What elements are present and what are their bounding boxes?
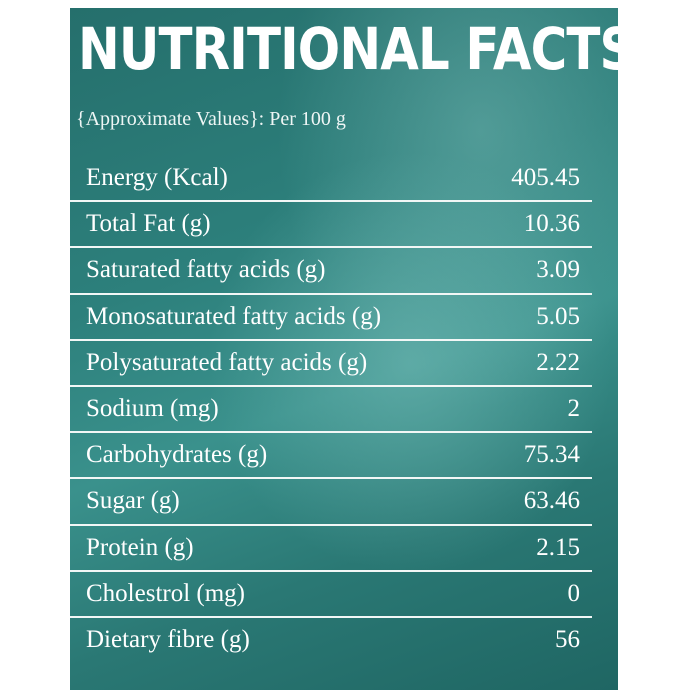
- nutrient-value: 2.15: [536, 533, 580, 561]
- nutrient-value: 2: [567, 394, 581, 422]
- nutrient-label: Cholestrol (mg): [86, 579, 246, 607]
- table-row: Energy (Kcal) 405.45: [70, 156, 592, 203]
- nutrient-label: Sodium (mg): [86, 394, 219, 422]
- nutrient-label: Protein (g): [86, 533, 194, 561]
- nutrient-label: Saturated fatty acids (g): [86, 256, 326, 284]
- nutrient-label: Polysaturated fatty acids (g): [86, 348, 368, 376]
- panel-subtitle: {Approximate Values}: Per 100 g: [76, 108, 346, 130]
- table-row: Sodium (mg) 2: [70, 387, 592, 434]
- nutrient-label: Sugar (g): [86, 487, 180, 515]
- nutrient-value: 10.36: [523, 210, 580, 238]
- nutrient-value: 5.05: [536, 302, 580, 330]
- nutrient-value: 2.22: [536, 348, 580, 376]
- table-row: Protein (g) 2.15: [70, 526, 592, 572]
- nutrient-value: 63.46: [523, 487, 580, 515]
- table-row: Saturated fatty acids (g) 3.09: [70, 248, 592, 295]
- table-row: Polysaturated fatty acids (g) 2.22: [70, 341, 592, 387]
- nutrient-value: 3.09: [536, 256, 580, 284]
- table-row: Carbohydrates (g) 75.34: [70, 433, 592, 480]
- nutrient-label: Energy (Kcal): [86, 164, 228, 191]
- nutrient-value: 56: [555, 625, 580, 653]
- table-row: Cholestrol (mg) 0: [70, 572, 592, 618]
- nutrition-facts-panel: NUTRITIONAL FACTS {Approximate Values}: …: [70, 8, 618, 690]
- table-row: Sugar (g) 63.46: [70, 479, 592, 526]
- nutrient-value: 405.45: [511, 164, 580, 191]
- nutrient-label: Dietary fibre (g): [86, 625, 250, 653]
- nutrient-label: Monosaturated fatty acids (g): [86, 302, 382, 330]
- nutrient-value: 0: [567, 579, 581, 607]
- table-row: Monosaturated fatty acids (g) 5.05: [70, 295, 592, 341]
- table-row: Dietary fibre (g) 56: [70, 618, 592, 664]
- table-row: Total Fat (g) 10.36: [70, 202, 592, 249]
- nutrient-label: Carbohydrates (g): [86, 441, 268, 469]
- panel-title: NUTRITIONAL FACTS: [78, 15, 618, 83]
- nutrient-label: Total Fat (g): [86, 210, 211, 238]
- nutrient-value: 75.34: [523, 441, 580, 469]
- nutrition-table: Energy (Kcal) 405.45 Total Fat (g) 10.36…: [70, 156, 592, 664]
